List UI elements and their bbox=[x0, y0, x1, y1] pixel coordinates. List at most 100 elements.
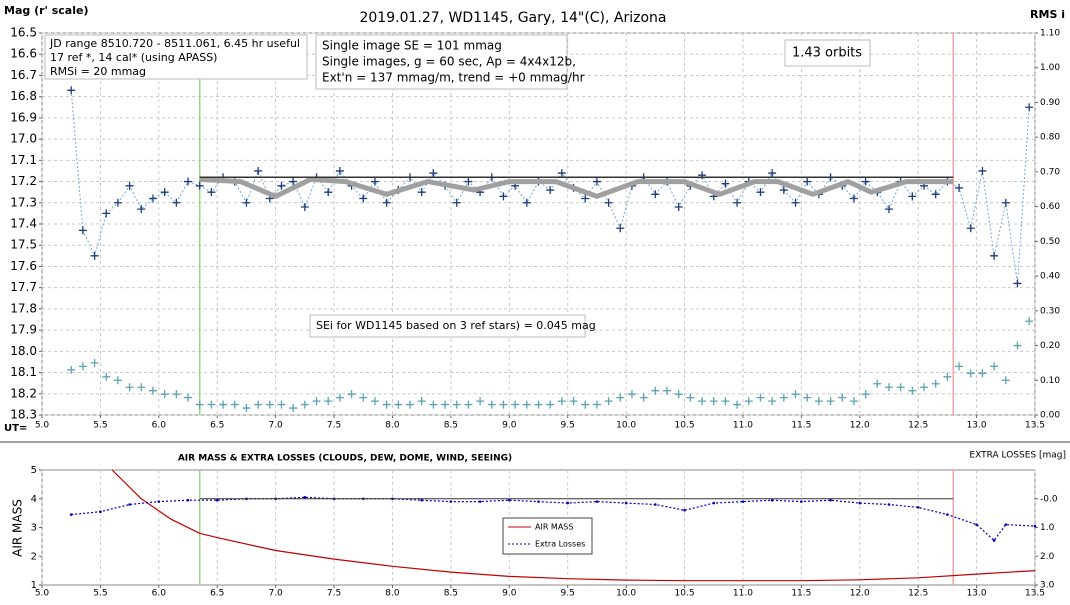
point bbox=[896, 383, 905, 392]
point bbox=[148, 386, 157, 395]
point bbox=[534, 400, 543, 409]
annotation: RMSi = 20 mmag bbox=[50, 65, 146, 78]
point bbox=[683, 508, 686, 512]
point bbox=[581, 400, 590, 409]
x-tick-label: 6.0 bbox=[152, 589, 167, 599]
y2-tick-label: 0.00 bbox=[1040, 411, 1060, 421]
y-tick-label: 17.2 bbox=[10, 174, 37, 188]
x-tick-label: 11.0 bbox=[733, 421, 753, 431]
x-tick-label: 8.0 bbox=[385, 421, 400, 431]
point bbox=[861, 177, 870, 186]
y2-tick-label: 0.30 bbox=[1040, 306, 1060, 316]
x-tick-label: 10.0 bbox=[616, 421, 636, 431]
point bbox=[359, 194, 368, 203]
point bbox=[113, 376, 122, 385]
point bbox=[137, 205, 146, 214]
y-tick-label: 2 bbox=[31, 551, 37, 562]
point bbox=[125, 383, 134, 392]
x-tick-label: 9.0 bbox=[502, 421, 517, 431]
point bbox=[1025, 103, 1034, 112]
point bbox=[160, 390, 169, 399]
x-tick-label: 5.5 bbox=[93, 421, 107, 431]
point bbox=[394, 400, 403, 409]
chart-title: 2019.01.27, WD1145, Gary, 14"(C), Arizon… bbox=[359, 10, 666, 26]
point bbox=[359, 393, 368, 402]
y-axis-label: AIR MASS bbox=[11, 499, 25, 557]
y-tick-label: 17.6 bbox=[10, 259, 37, 273]
point bbox=[955, 183, 964, 192]
annotation: Single image SE = 101 mmag bbox=[322, 39, 502, 53]
point bbox=[709, 397, 718, 406]
x-tick-label: 11.5 bbox=[791, 589, 811, 599]
y2-tick-label: 3.0 bbox=[1040, 581, 1055, 591]
point bbox=[312, 397, 321, 406]
point bbox=[219, 400, 228, 409]
plot-area bbox=[41, 32, 1036, 416]
x-tick-label: 10.5 bbox=[675, 421, 695, 431]
point bbox=[277, 400, 286, 409]
point bbox=[207, 188, 216, 197]
point bbox=[148, 194, 157, 203]
point bbox=[537, 500, 540, 503]
point bbox=[887, 503, 891, 506]
x-tick-label: 6.5 bbox=[210, 421, 224, 431]
annotation-box bbox=[309, 314, 586, 338]
point bbox=[779, 186, 788, 195]
point bbox=[741, 500, 745, 503]
point bbox=[943, 372, 952, 381]
point bbox=[90, 251, 99, 260]
point bbox=[230, 400, 239, 409]
point bbox=[931, 379, 940, 388]
annotation: 1.43 orbits bbox=[792, 46, 862, 61]
point bbox=[507, 498, 511, 502]
annotation: 17 ref *, 14 cal* (using APASS) bbox=[50, 51, 217, 64]
x-tick-label: 5.0 bbox=[35, 421, 50, 431]
point bbox=[686, 393, 695, 402]
point bbox=[733, 400, 742, 409]
point bbox=[137, 383, 146, 392]
point bbox=[800, 500, 803, 503]
point bbox=[125, 181, 134, 190]
point bbox=[592, 177, 601, 186]
point bbox=[172, 390, 181, 399]
y2-tick-label: 0.10 bbox=[1040, 376, 1060, 386]
point bbox=[873, 379, 882, 388]
x-tick-label: 12.0 bbox=[850, 421, 870, 431]
point bbox=[184, 393, 193, 402]
point bbox=[195, 400, 204, 409]
x-tick-label: 8.0 bbox=[385, 589, 400, 599]
y-tick-label: 1 bbox=[31, 580, 37, 591]
y-tick-label: 18.3 bbox=[10, 408, 37, 422]
point bbox=[157, 500, 161, 503]
y-tick-label: 17.4 bbox=[10, 217, 37, 231]
y2-axis-label: RMS i bbox=[1030, 8, 1065, 21]
x-tick-label: 9.5 bbox=[561, 589, 575, 599]
point bbox=[102, 209, 111, 218]
x-tick-label: 12.5 bbox=[908, 589, 928, 599]
point bbox=[654, 503, 657, 506]
point bbox=[277, 181, 286, 190]
point bbox=[464, 400, 473, 409]
point bbox=[113, 198, 122, 207]
point bbox=[429, 400, 438, 409]
point bbox=[569, 397, 578, 406]
y2-tick-label: 1.10 bbox=[1040, 29, 1060, 39]
point bbox=[884, 383, 893, 392]
point bbox=[452, 400, 461, 409]
point bbox=[78, 362, 87, 371]
point bbox=[1025, 317, 1034, 326]
point bbox=[265, 400, 274, 409]
y-tick-label: 17.0 bbox=[10, 132, 37, 146]
point bbox=[756, 188, 765, 197]
point bbox=[90, 358, 99, 367]
point bbox=[557, 169, 566, 178]
x-tick-label: 9.0 bbox=[502, 589, 517, 599]
point bbox=[721, 179, 730, 188]
point bbox=[651, 190, 660, 199]
y-tick-label: 4 bbox=[31, 494, 37, 505]
x-tick-label: 7.5 bbox=[327, 589, 341, 599]
x-tick-label: 7.0 bbox=[268, 421, 283, 431]
point bbox=[78, 226, 87, 235]
point bbox=[916, 506, 920, 509]
